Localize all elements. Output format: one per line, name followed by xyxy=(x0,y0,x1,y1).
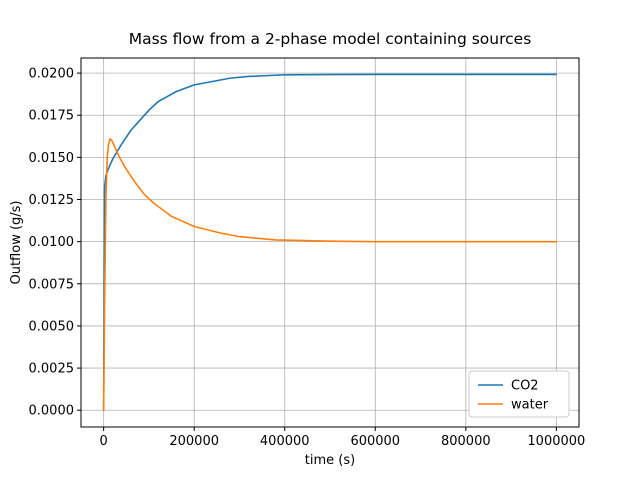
x-tick-label: 1000000 xyxy=(527,434,585,449)
series-line-co2 xyxy=(102,73,558,412)
y-tick-label: 0.0100 xyxy=(29,235,75,250)
x-tick-label: 400000 xyxy=(260,434,310,449)
y-axis-label: Outflow (g/s) xyxy=(9,200,24,284)
y-tick-label: 0.0125 xyxy=(29,193,75,208)
y-tick-label: 0.0175 xyxy=(29,109,75,124)
plot-border xyxy=(80,57,580,428)
y-tick-label: 0.0150 xyxy=(29,151,75,166)
y-tick-label: 0.0025 xyxy=(29,362,75,377)
y-tick-label: 0.0200 xyxy=(29,67,75,82)
x-tick-label: 200000 xyxy=(169,434,219,449)
x-tick-label: 0 xyxy=(99,434,107,449)
legend-label-co2: CO2 xyxy=(511,379,539,394)
legend-box xyxy=(468,370,570,418)
x-axis-label: time (s) xyxy=(305,453,355,468)
series-line-water xyxy=(102,138,558,412)
y-tick-label: 0.0050 xyxy=(29,319,75,334)
x-tick-label: 800000 xyxy=(441,434,491,449)
y-tick-label: 0.0000 xyxy=(29,404,75,419)
legend-label-water: water xyxy=(511,398,549,413)
y-tick-label: 0.0075 xyxy=(29,277,75,292)
x-tick-label: 600000 xyxy=(350,434,400,449)
chart-title: Mass flow from a 2-phase model containin… xyxy=(129,30,532,48)
